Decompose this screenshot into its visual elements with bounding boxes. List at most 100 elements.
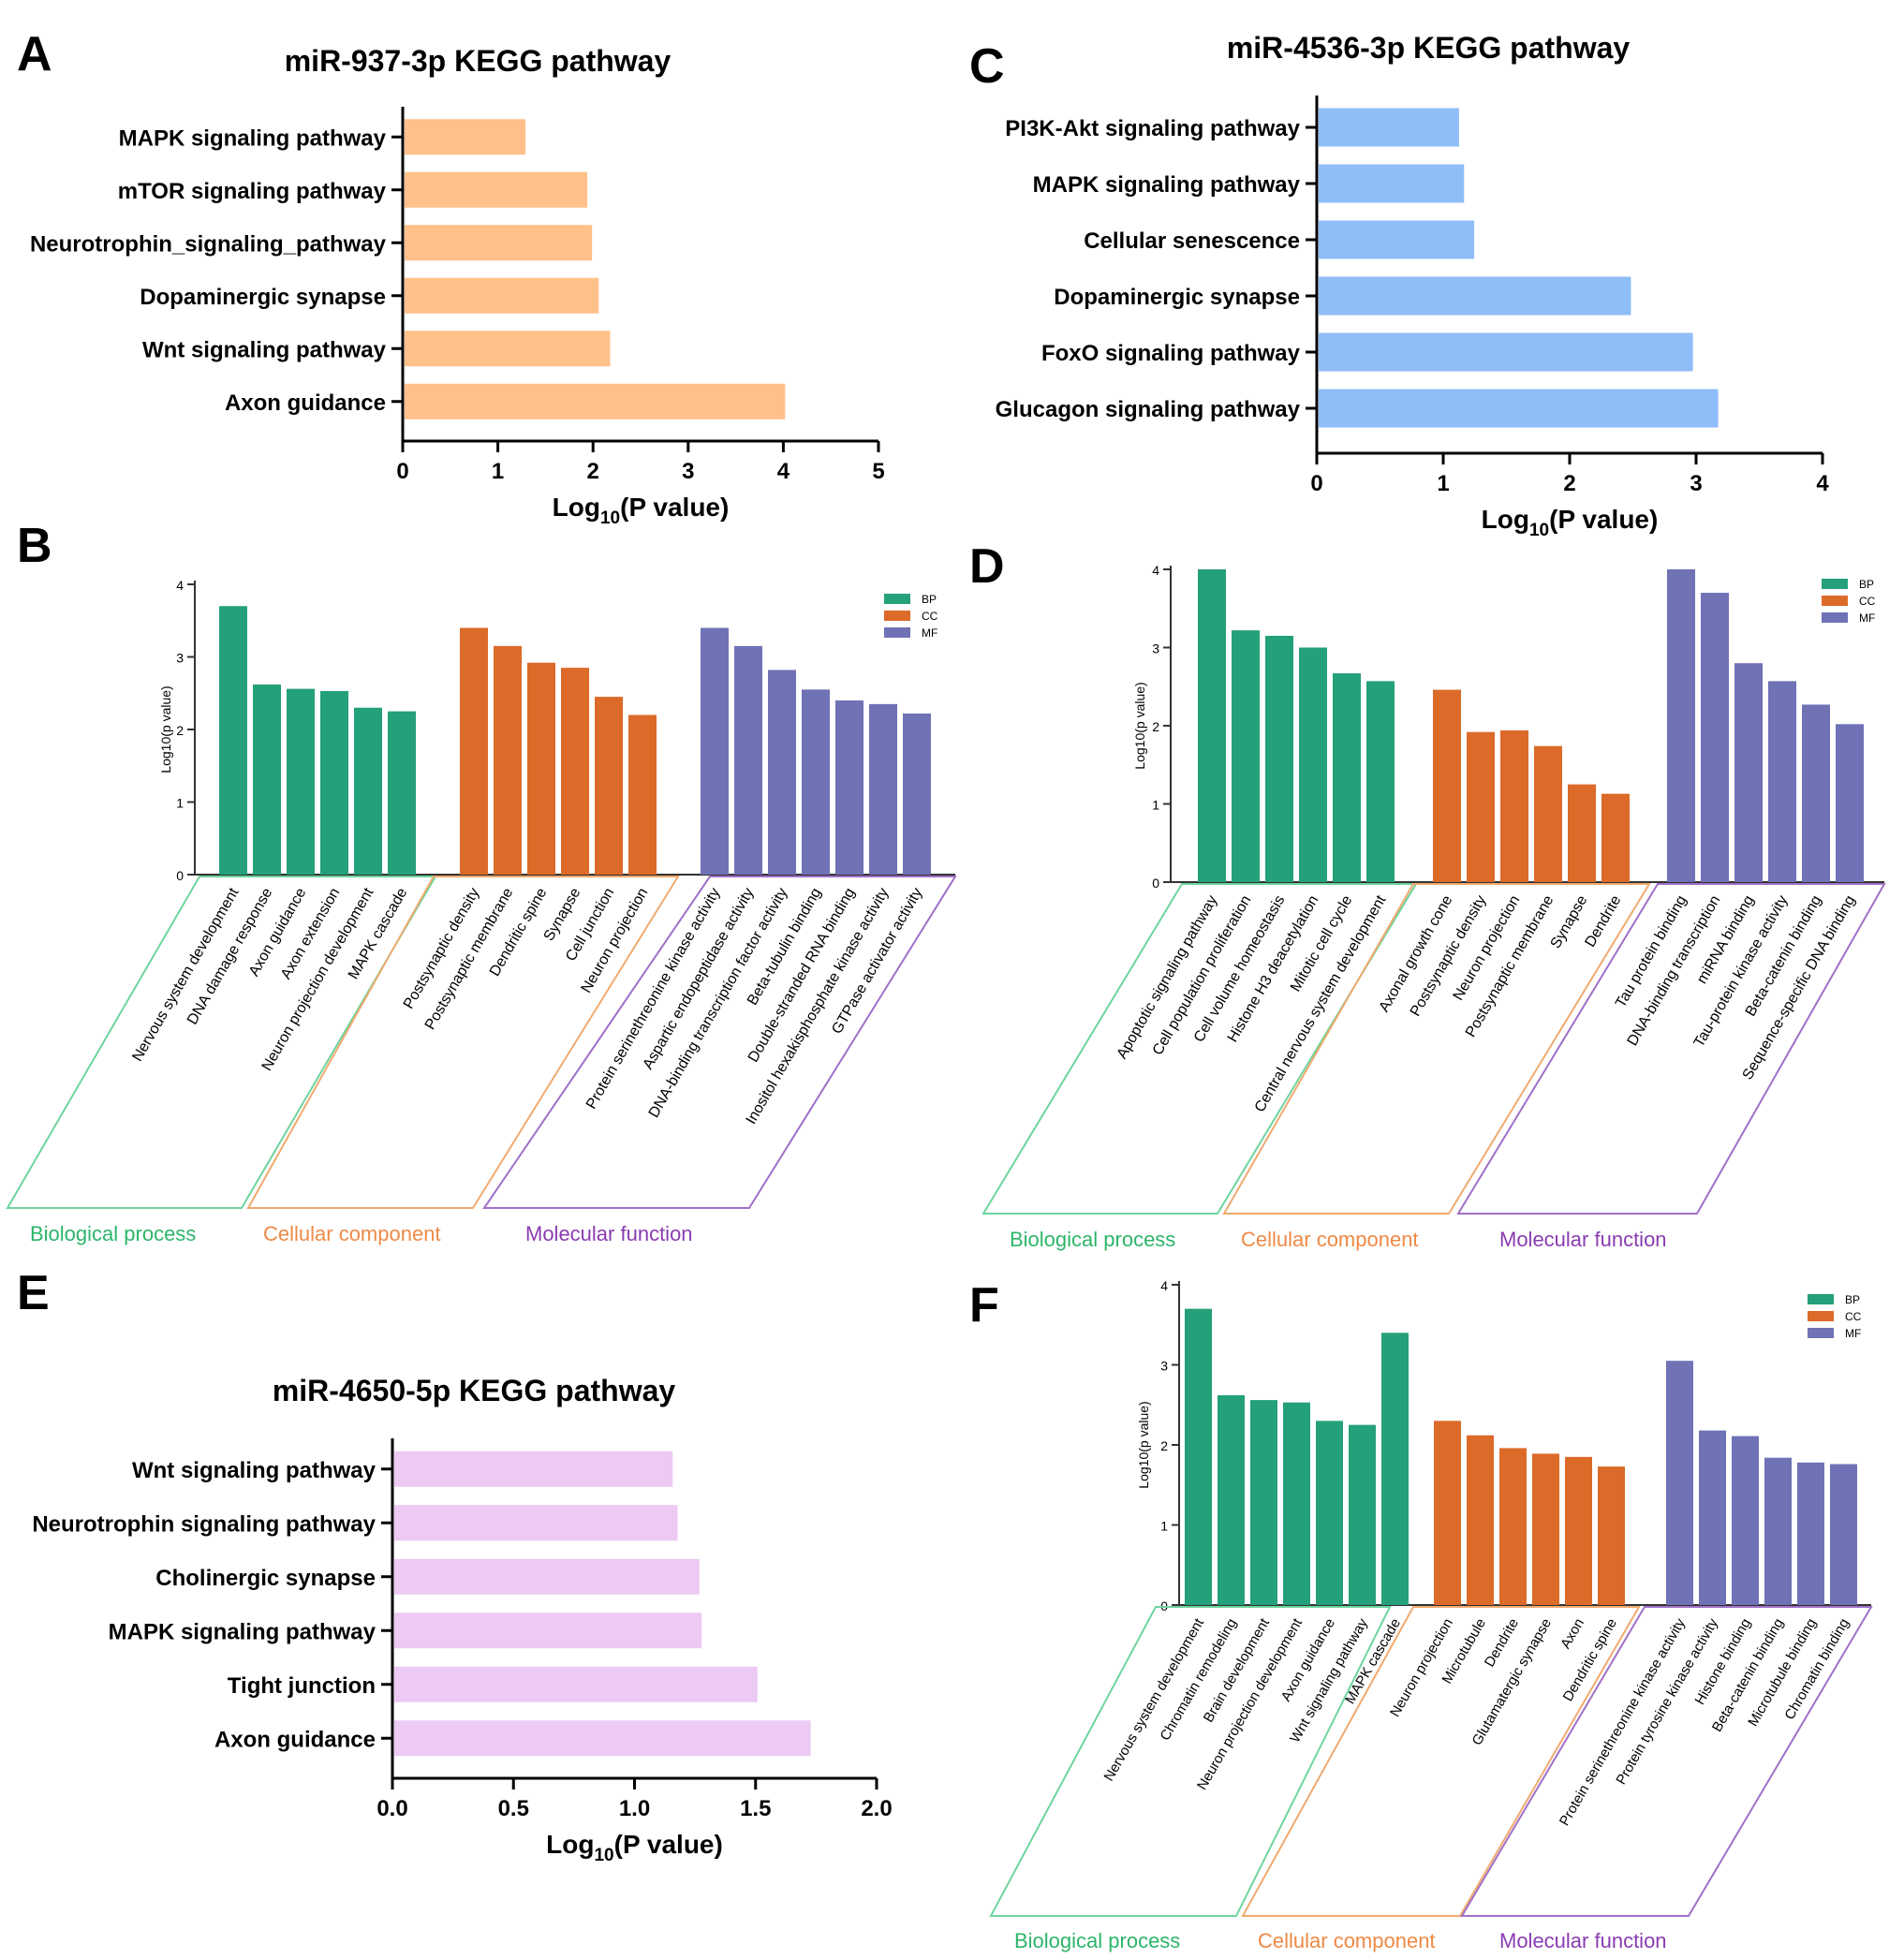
y-tick-label-f-3: 3 xyxy=(1160,1359,1168,1374)
bar-f-cc-neuron-projection xyxy=(1434,1421,1461,1605)
legend-label-f-bp: BP xyxy=(1845,1293,1860,1306)
group-box-b-mf xyxy=(482,876,957,1209)
bar-d-cc-postsynaptic-membrane xyxy=(1534,745,1562,882)
y-axis-label-f: Log10(p value) xyxy=(1136,1401,1151,1488)
category-label-a-wnt-signaling-pathway: Wnt signaling pathway xyxy=(142,337,387,362)
y-tick-label-f-2: 2 xyxy=(1160,1438,1168,1453)
bar-f-bp-mapk-cascade xyxy=(1381,1333,1409,1605)
legend-label-f-mf: MF xyxy=(1845,1327,1861,1340)
bar-f-bp-neuron-projection-development xyxy=(1283,1402,1310,1605)
bar-d-bp-cell-population-proliferation xyxy=(1232,630,1260,882)
bar-f-cc-dendrite xyxy=(1499,1448,1527,1605)
bar-b-cc-neuron-projection xyxy=(628,714,657,875)
x-axis-label-e: Log10(P value) xyxy=(546,1830,723,1865)
legend-label-b-mf: MF xyxy=(922,626,937,640)
bar-b-mf-inositol-hexakisphosphate-kinase-activity xyxy=(869,703,897,875)
bar-f-bp-axon-guidance xyxy=(1316,1421,1343,1605)
bar-b-mf-aspartic-endopeptidase-activity xyxy=(734,645,762,875)
bar-f-mf-protein-serinethreonine-kinase-activity xyxy=(1666,1361,1693,1605)
bar-b-bp-axon-guidance xyxy=(287,688,315,875)
bar-f-bp-wnt-signaling-pathway xyxy=(1349,1424,1376,1605)
panel-letter-d: D xyxy=(969,539,1005,594)
y-tick-label-d-3: 3 xyxy=(1152,641,1159,656)
bar-f-bp-nervous-system-development xyxy=(1185,1308,1212,1605)
legend-swatch-b-bp xyxy=(884,594,910,604)
group-label-f-cc: Cellular component xyxy=(1258,1929,1436,1952)
bar-a-mapk-signaling-pathway xyxy=(405,119,526,155)
y-tick-label-b-2: 2 xyxy=(176,723,184,738)
bar-d-mf-beta-catenin-binding xyxy=(1802,704,1830,882)
bar-d-mf-mirna-binding xyxy=(1734,663,1763,882)
bar-d-bp-cell-volume-homeostasis xyxy=(1265,635,1293,882)
group-box-d-cc xyxy=(1222,883,1651,1215)
x-axis-label-c: Log10(P value) xyxy=(1482,505,1659,540)
chart-title-c: miR-4536-3p KEGG pathway xyxy=(1227,31,1631,65)
bar-d-cc-synapse xyxy=(1568,784,1596,882)
bar-f-mf-protein-tyrosine-kinase-activity xyxy=(1699,1430,1726,1605)
x-tick-label-c-1: 1 xyxy=(1437,471,1449,496)
bar-c-dopaminergic-synapse xyxy=(1319,276,1631,316)
bar-f-mf-chromatin-binding xyxy=(1830,1464,1857,1605)
bar-d-bp-mitotic-cell-cycle xyxy=(1333,673,1361,882)
legend-swatch-f-mf xyxy=(1808,1328,1834,1338)
bar-c-mapk-signaling-pathway xyxy=(1319,164,1465,203)
bar-b-bp-neuron-projection-development xyxy=(354,707,382,875)
bar-f-cc-axon xyxy=(1565,1456,1592,1605)
x-tick-label-a-2: 2 xyxy=(587,459,599,484)
x-tick-label-c-3: 3 xyxy=(1690,471,1702,496)
x-tick-label-c-4: 4 xyxy=(1816,471,1829,496)
bar-d-cc-axonal-growth-cone xyxy=(1433,689,1461,882)
legend-label-f-cc: CC xyxy=(1845,1310,1862,1323)
y-tick-label-b-3: 3 xyxy=(176,651,184,666)
group-box-d-bp xyxy=(982,883,1418,1215)
category-label-c-pi3k-akt-signaling-pathway: PI3K-Akt signaling pathway xyxy=(1005,116,1300,141)
legend-swatch-b-cc xyxy=(884,611,910,621)
panel-letter-a: A xyxy=(17,27,52,81)
x-tick-label-c-0: 0 xyxy=(1310,471,1322,496)
bar-f-bp-brain-development xyxy=(1250,1400,1277,1605)
group-label-f-mf: Molecular function xyxy=(1499,1929,1667,1952)
bar-c-glucagon-signaling-pathway xyxy=(1319,389,1719,428)
bar-d-cc-postsynaptic-density xyxy=(1467,731,1495,882)
bar-b-cc-cell-junction xyxy=(595,697,623,875)
bar-e-axon-guidance xyxy=(394,1720,811,1757)
bar-e-tight-junction xyxy=(394,1666,758,1702)
y-tick-label-d-0: 0 xyxy=(1152,876,1159,891)
x-tick-label-e-1: 0.5 xyxy=(498,1796,529,1821)
category-label-e-wnt-signaling-pathway: Wnt signaling pathway xyxy=(132,1458,376,1483)
legend-label-b-cc: CC xyxy=(922,610,938,623)
category-label-c-foxo-signaling-pathway: FoxO signaling pathway xyxy=(1041,341,1301,366)
x-tick-label-a-3: 3 xyxy=(682,459,694,484)
bar-b-cc-postsynaptic-density xyxy=(460,627,488,875)
bar-f-mf-histone-binding xyxy=(1732,1436,1759,1605)
bar-b-cc-postsynaptic-membrane xyxy=(494,645,522,875)
bar-d-cc-neuron-projection xyxy=(1500,730,1528,882)
y-tick-label-d-1: 1 xyxy=(1152,798,1159,813)
bar-c-foxo-signaling-pathway xyxy=(1319,332,1693,372)
bar-b-mf-gtpase-activator-activity xyxy=(903,713,931,875)
bar-f-bp-chromatin-remodeling xyxy=(1218,1394,1245,1605)
bar-f-cc-glutamatergic-synapse xyxy=(1532,1453,1559,1605)
category-label-e-axon-guidance: Axon guidance xyxy=(214,1727,376,1752)
group-box-f-cc xyxy=(1241,1606,1641,1917)
x-tick-label-e-2: 1.0 xyxy=(619,1796,650,1821)
category-label-a-neurotrophin-signaling-pathway: Neurotrophin_signaling_pathway xyxy=(30,231,387,257)
bar-c-pi3k-akt-signaling-pathway xyxy=(1319,108,1459,147)
bar-b-mf-dna-binding-transcription-factor-activity xyxy=(768,670,796,875)
group-label-b-mf: Molecular function xyxy=(525,1222,693,1245)
bar-e-wnt-signaling-pathway xyxy=(394,1451,673,1487)
category-label-b-protein-serinethreonine-kinase-activity: Protein serinethreonine kinase activity xyxy=(583,886,723,1112)
legend-swatch-d-mf xyxy=(1822,612,1848,623)
category-label-c-glucagon-signaling-pathway: Glucagon signaling pathway xyxy=(996,397,1301,422)
legend-label-d-cc: CC xyxy=(1859,595,1876,608)
y-tick-label-b-1: 1 xyxy=(176,796,184,811)
y-tick-label-b-0: 0 xyxy=(176,868,184,883)
y-axis-label-d: Log10(p value) xyxy=(1132,682,1147,769)
y-tick-label-b-4: 4 xyxy=(176,578,184,593)
bar-b-bp-dna-damage-response xyxy=(253,684,281,875)
